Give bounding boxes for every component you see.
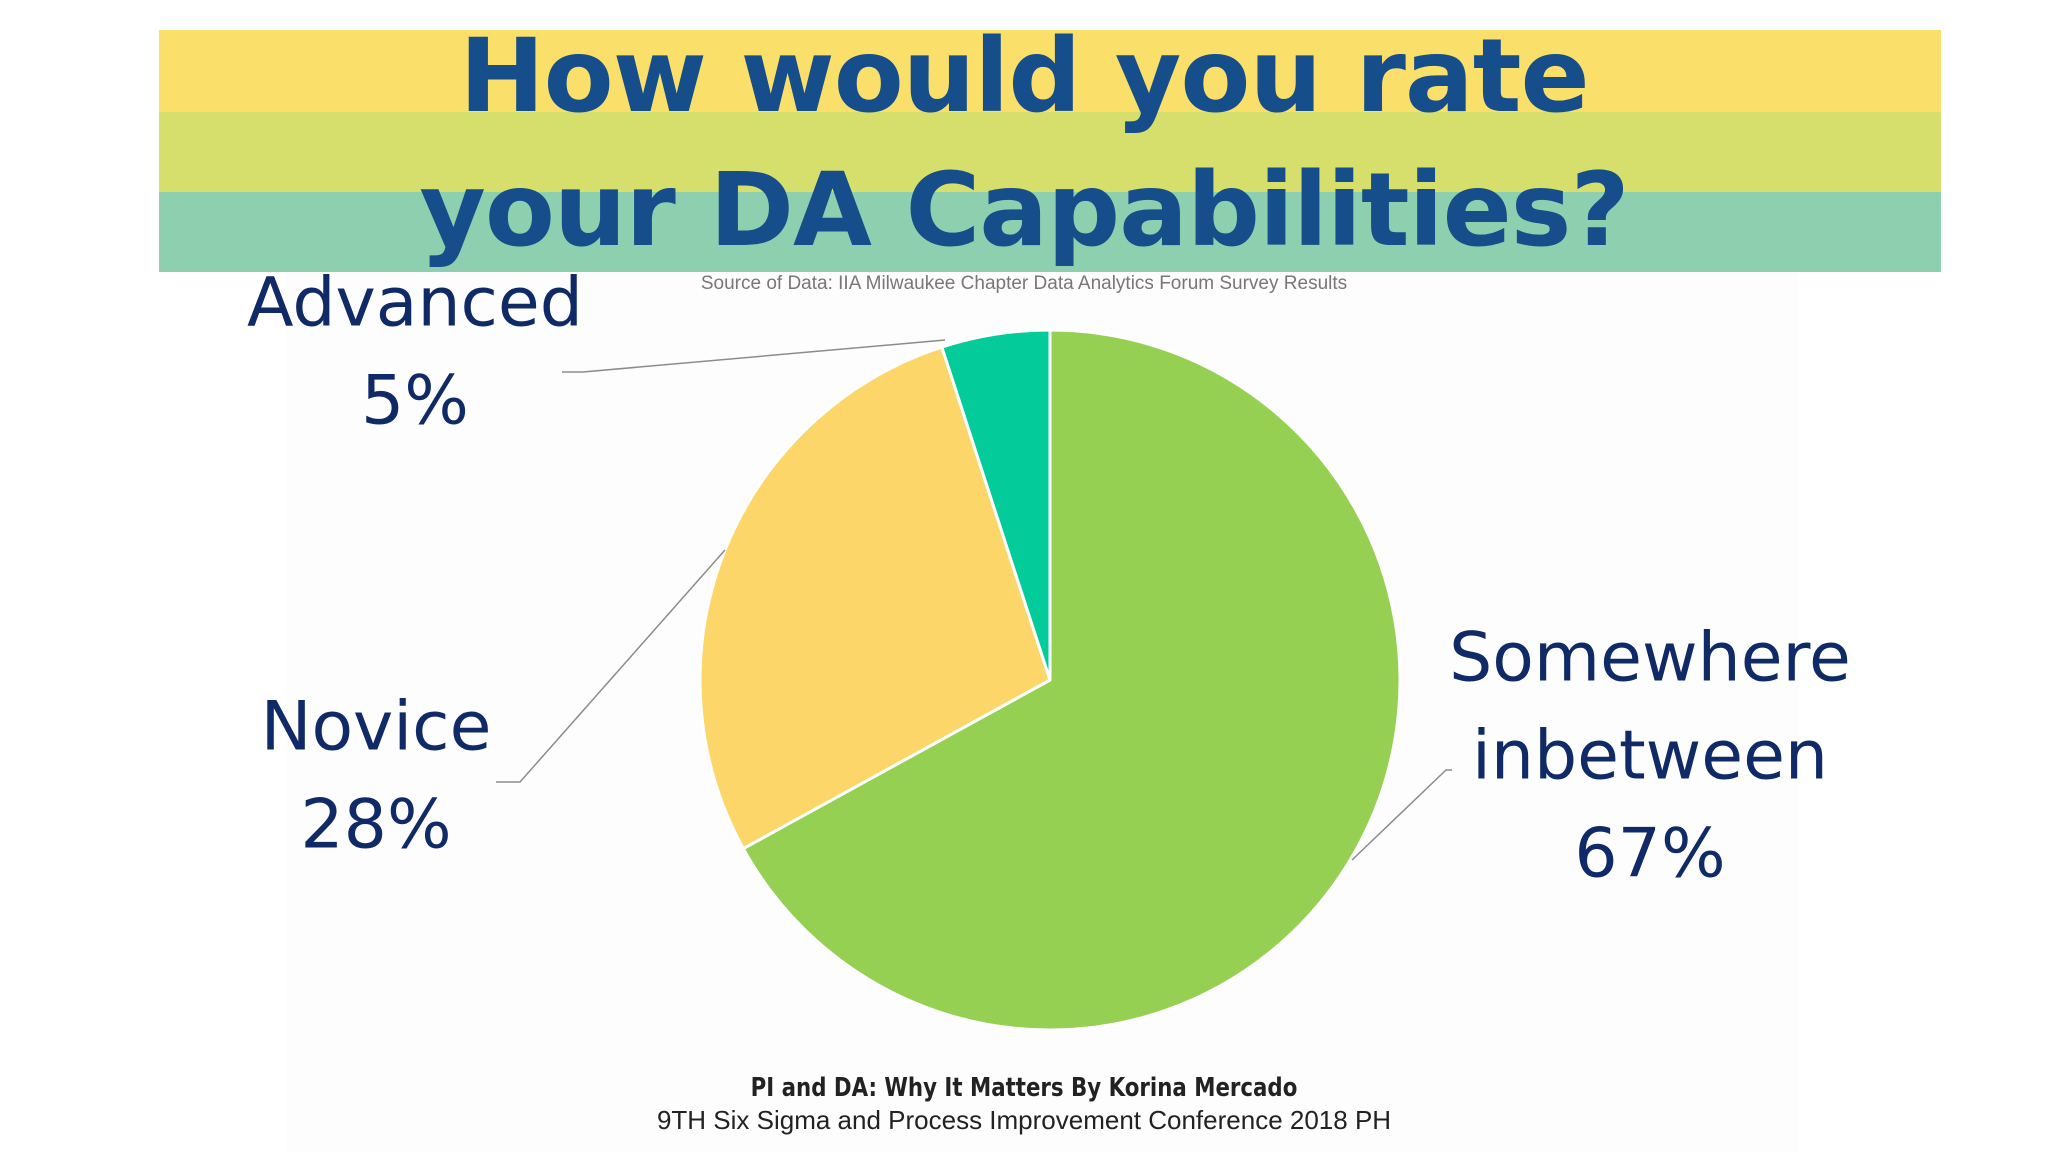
slice-label-somewhere-inbetween: inbetween bbox=[1472, 717, 1828, 796]
slice-label-somewhere-inbetween: Somewhere bbox=[1449, 619, 1851, 698]
footer-presentation-title: PI and DA: Why It Matters By Korina Merc… bbox=[750, 1073, 1298, 1103]
leader-line-novice bbox=[496, 549, 726, 783]
slice-percent-novice: 28% bbox=[300, 786, 451, 865]
pie-slice-advanced bbox=[940, 328, 1052, 682]
leader-line-somewhere-inbetween bbox=[1351, 769, 1452, 861]
slice-label-novice: Novice bbox=[261, 688, 492, 767]
slice-percent-advanced: 5% bbox=[361, 362, 469, 441]
banner-stripe-bottom bbox=[159, 192, 1941, 272]
title-line-1: How would you rate bbox=[459, 17, 1589, 136]
title-banner bbox=[159, 30, 1941, 272]
title-line-2: your DA Capabilities? bbox=[419, 151, 1629, 270]
footer-conference: 9TH Six Sigma and Process Improvement Co… bbox=[656, 1105, 1392, 1135]
source-note: Source of Data: IIA Milwaukee Chapter Da… bbox=[700, 273, 1348, 294]
pie-slice-somewhere-inbetween bbox=[741, 328, 1402, 1032]
slice-percent-somewhere-inbetween: 67% bbox=[1574, 815, 1725, 894]
leader-line-advanced bbox=[562, 339, 946, 373]
banner-stripe-middle bbox=[159, 112, 1941, 192]
banner-stripe-top bbox=[159, 30, 1941, 112]
slice-label-advanced: Advanced bbox=[247, 264, 583, 343]
